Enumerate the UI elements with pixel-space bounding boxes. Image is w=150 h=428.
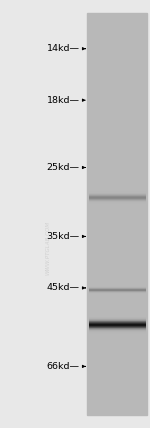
- Text: 25kd—: 25kd—: [46, 163, 80, 172]
- Text: WWW.PTGLAB.COM: WWW.PTGLAB.COM: [45, 221, 51, 275]
- Text: 14kd—: 14kd—: [46, 44, 80, 53]
- Text: 66kd—: 66kd—: [46, 362, 80, 371]
- Text: 45kd—: 45kd—: [46, 283, 80, 292]
- Bar: [87, 13, 147, 415]
- Text: 35kd—: 35kd—: [46, 232, 80, 241]
- Text: 18kd—: 18kd—: [46, 96, 80, 105]
